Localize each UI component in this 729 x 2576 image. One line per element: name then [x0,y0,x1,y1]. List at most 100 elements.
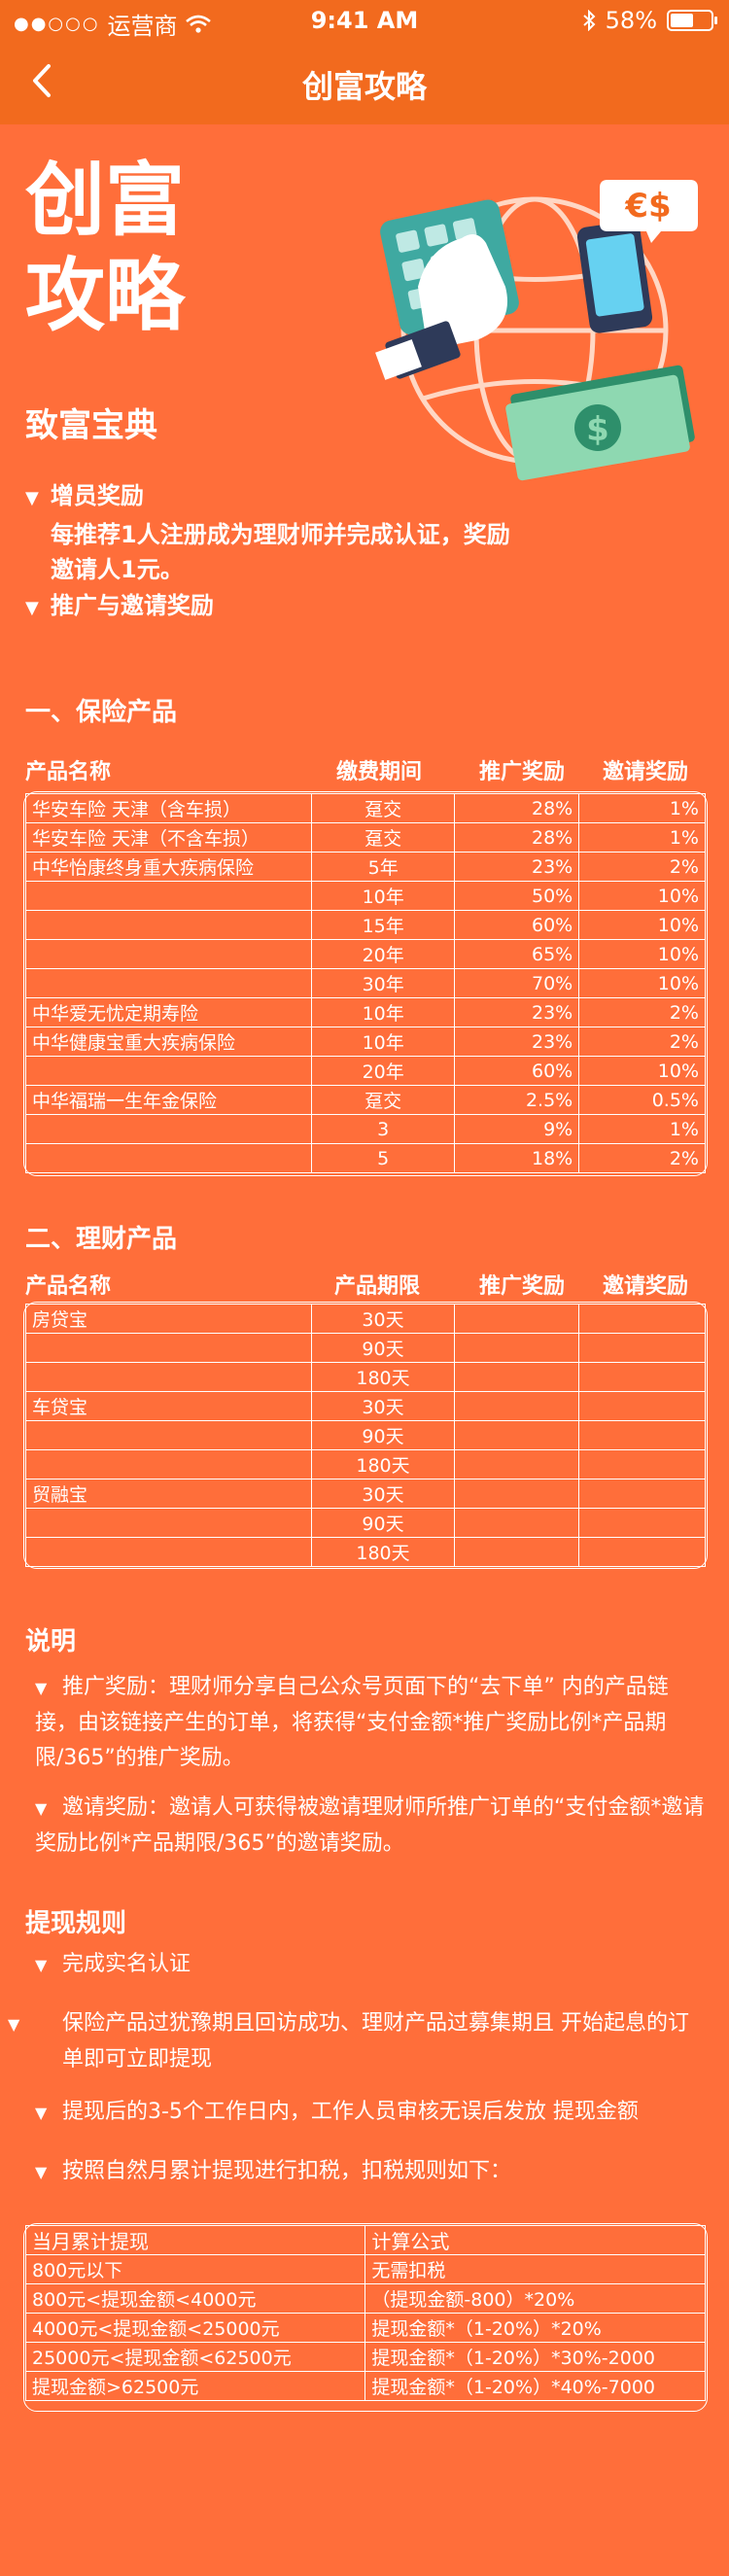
tax-header-formula: 计算公式 [364,2225,706,2255]
finance-cell-name: 贸融宝 [25,1479,312,1509]
insurance-cell-promo: 18% [454,1143,580,1173]
hero-title: 创富 攻略 [25,154,185,344]
insurance-cell-name [25,968,312,998]
finance-cell-invite [578,1449,706,1479]
hero-title-line1: 创富 [25,155,186,247]
triangle-down-icon: ▼ [35,2104,48,2122]
insurance-cell-promo: 23% [454,1027,580,1057]
phone-icon [576,221,653,333]
insurance-header-invite: 邀请奖励 [603,760,689,784]
recruit-desc-line1: 每推荐1人注册成为理财师并完成认证，奖励 [51,521,510,548]
tax-cell-formula: 提现金额*（1-20%）*20% [364,2313,706,2343]
table-row: 中华怡康终身重大疾病保险 5年 23% 2% [25,852,706,882]
tax-table: 当月累计提现 计算公式 800元以下 无需扣税 800元<提现金额<4000元 （提现金额… [24,2225,706,2401]
guide-item-promo[interactable]: ▼ 推广与邀请奖励 [25,586,214,620]
finance-cell-invite [578,1362,706,1392]
dollar-sign-text: $ [586,410,609,449]
battery-icon [667,10,717,31]
finance-cell-period: 90天 [310,1508,456,1538]
triangle-down-icon: ▼ [35,2163,48,2181]
explain-invite-label: 邀请奖励： [62,1795,170,1820]
table-row: 15年 60% 10% [25,910,706,940]
explain-promo: ▼ 推广奖励：理财师分享自己公众号页面下的“去下单” 内的产品链接，由该链接产生的… [35,1670,706,1776]
table-row: 90天 [25,1508,706,1538]
finance-header-promo: 推广奖励 [479,1274,566,1299]
insurance-cell-promo: 9% [454,1114,580,1144]
insurance-cell-period: 5 [310,1143,456,1173]
finance-header-invite: 邀请奖励 [603,1274,689,1299]
table-row: 贸融宝 30天 [25,1479,706,1509]
insurance-cell-period: 5年 [310,852,456,882]
finance-cell-name [25,1449,312,1479]
withdraw-rule-text: 提现后的3-5个工作日内，工作人员审核无误后发放 提现金额 [62,2100,639,2124]
insurance-cell-name [25,1056,312,1086]
table-row: 房贷宝 30天 [25,1304,706,1334]
finance-cell-promo [454,1420,580,1450]
finance-cell-period: 90天 [310,1420,456,1450]
explain-title: 说明 [25,1627,77,1656]
withdraw-rule-text: 保险产品过犹豫期且回访成功、理财产品过募集期且 开始起息的订单即可立即提现 [62,2011,689,2071]
insurance-cell-invite: 10% [578,939,706,969]
triangle-down-icon: ▼ [25,488,39,508]
finance-cell-name: 房贷宝 [25,1304,312,1334]
finance-cell-invite [578,1420,706,1450]
withdraw-rule: ▼ 保险产品过犹豫期且回访成功、理财产品过募集期且 开始起息的订单即可立即提现 [8,2006,706,2077]
insurance-cell-period: 趸交 [310,822,456,853]
tax-cell-amount: 25000元<提现金额<62500元 [24,2342,366,2372]
finance-cell-name [25,1537,312,1567]
insurance-cell-name: 华安车险 天津（含车损） [25,793,312,823]
table-row: 中华健康宝重大疾病保险 10年 23% 2% [25,1027,706,1057]
finance-cell-invite [578,1479,706,1509]
insurance-cell-promo: 2.5% [454,1085,580,1115]
back-button[interactable] [19,56,68,105]
finance-cell-period: 90天 [310,1333,456,1363]
table-row: 30年 70% 10% [25,968,706,998]
table-row: 90天 [25,1420,706,1450]
explain-promo-label: 推广奖励： [62,1675,170,1699]
finance-cell-period: 180天 [310,1537,456,1567]
insurance-cell-invite: 1% [578,822,706,853]
insurance-header-period: 缴费期间 [336,760,423,784]
recruit-desc: 每推荐1人注册成为理财师并完成认证，奖励 邀请人1元。 [51,517,682,587]
bluetooth-icon [582,10,596,31]
finance-header-period: 产品期限 [334,1274,421,1299]
insurance-cell-invite: 1% [578,1114,706,1144]
insurance-cell-invite: 10% [578,910,706,940]
finance-cell-promo [454,1333,580,1363]
finance-illustration: €$ $ [375,180,698,481]
finance-cell-invite [578,1333,706,1363]
guide-item-recruit-label: 增员奖励 [50,482,144,509]
wifi-icon [185,15,211,33]
withdraw-rule: ▼ 按照自然月累计提现进行扣税，扣税规则如下： [35,2154,706,2190]
withdraw-title: 提现规则 [25,1909,127,1938]
finance-cell-promo [454,1479,580,1509]
currency-bubble-icon: €$ [600,180,698,243]
table-header-row: 当月累计提现 计算公式 [24,2225,706,2255]
insurance-cell-name [25,910,312,940]
finance-cell-period: 180天 [310,1362,456,1392]
finance-cell-period: 30天 [310,1391,456,1421]
insurance-cell-invite: 2% [578,852,706,882]
finance-cell-promo [454,1537,580,1567]
table-row: 90天 [25,1333,706,1363]
finance-cell-promo [454,1449,580,1479]
insurance-cell-invite: 2% [578,997,706,1027]
table-row: 3 9% 1% [25,1114,706,1144]
insurance-cell-promo: 23% [454,997,580,1027]
tax-header-amount: 当月累计提现 [24,2225,366,2255]
insurance-title: 一、保险产品 [25,698,178,727]
insurance-cell-invite: 1% [578,793,706,823]
table-row: 800元以下 无需扣税 [24,2254,706,2284]
insurance-cell-promo: 50% [454,881,580,911]
insurance-cell-period: 20年 [310,939,456,969]
guide-item-recruit[interactable]: ▼ 增员奖励 [25,476,144,510]
insurance-cell-promo: 65% [454,939,580,969]
signal-icon: ●●○○○ [14,14,100,34]
table-row: 180天 [25,1537,706,1567]
table-row: 10年 50% 10% [25,881,706,911]
hero-title-line2: 攻略 [25,250,186,342]
finance-cell-invite [578,1391,706,1421]
battery-percent: 58% [605,7,657,34]
hand-icon [375,234,507,380]
tax-cell-formula: （提现金额-800）*20% [364,2283,706,2314]
